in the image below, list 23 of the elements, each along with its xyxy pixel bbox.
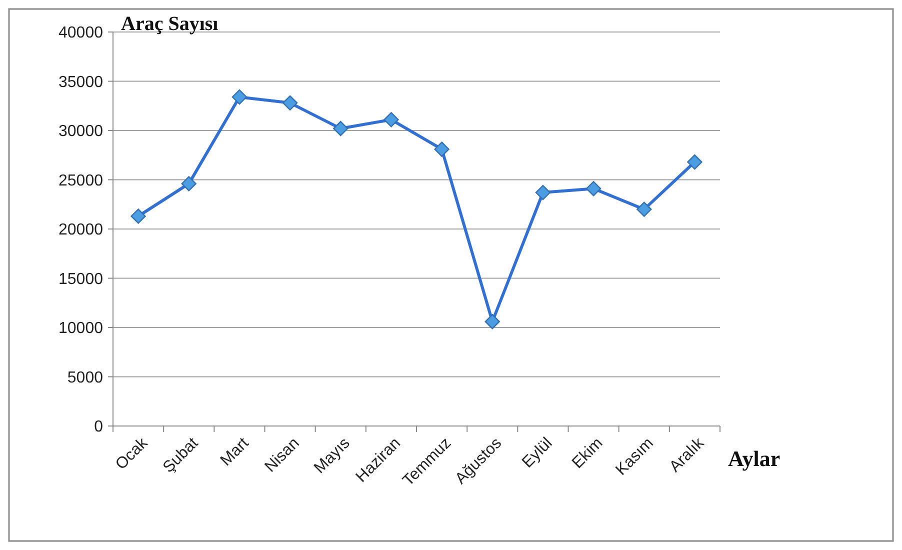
point: [586, 181, 602, 196]
point: [181, 176, 196, 192]
x-axis-title: Aylar: [728, 446, 780, 471]
point: [232, 89, 248, 105]
y-tick-label: 20000: [58, 222, 104, 239]
point: [384, 112, 399, 128]
point: [636, 202, 652, 217]
y-tick-label: 30000: [58, 123, 104, 140]
y-tick-label: 5000: [67, 369, 104, 386]
point: [434, 142, 450, 157]
y-axis-title: Araç Sayısı: [121, 13, 219, 35]
point: [535, 184, 551, 200]
y-tick-label: 40000: [58, 24, 104, 42]
point: [333, 120, 348, 136]
point: [130, 208, 146, 224]
point: [687, 154, 702, 170]
point: [282, 95, 298, 111]
y-tick-label: 35000: [58, 74, 104, 91]
point: [484, 314, 500, 330]
y-tick-label: 10000: [58, 320, 104, 338]
y-tick-label: 0: [94, 418, 104, 436]
y-tick-label: 15000: [58, 270, 104, 288]
y-tick-label: 25000: [58, 172, 104, 190]
